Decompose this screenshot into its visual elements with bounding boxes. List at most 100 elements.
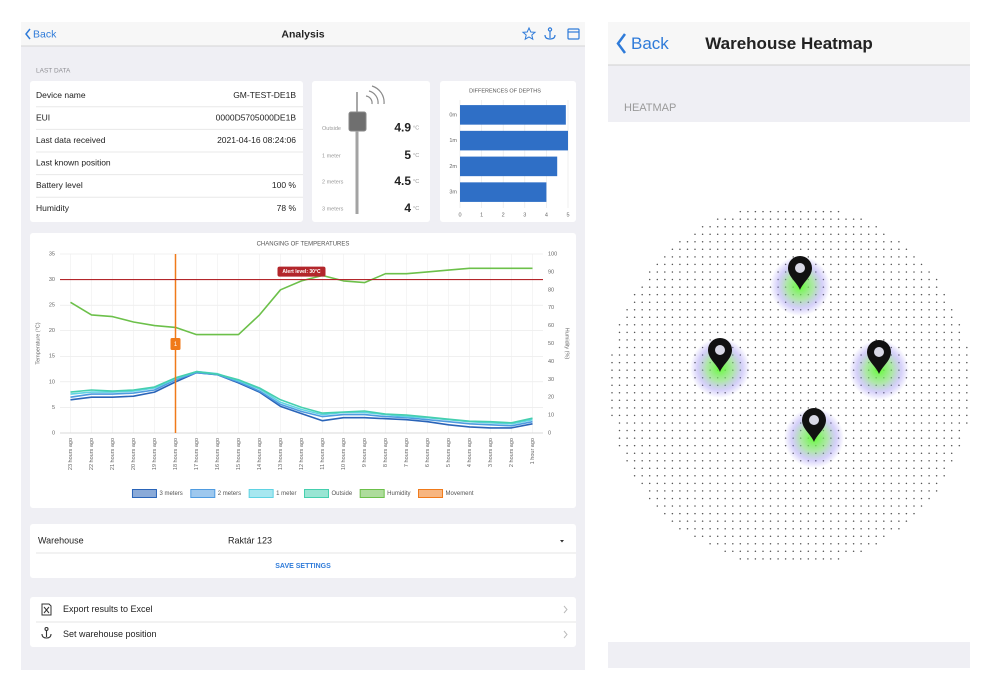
dot — [867, 324, 870, 326]
dot — [754, 558, 757, 560]
back-button[interactable]: Back — [631, 34, 669, 53]
dot — [671, 505, 674, 507]
dot — [648, 286, 651, 288]
dot — [679, 482, 681, 485]
info-value: 2021-04-16 08:24:06 — [217, 135, 296, 145]
dot — [671, 384, 674, 386]
dot — [875, 490, 877, 492]
dot — [664, 414, 666, 417]
dot — [830, 497, 832, 500]
save-button[interactable]: SAVE SETTINGS — [275, 563, 331, 570]
dot — [807, 558, 810, 560]
dot — [732, 241, 734, 243]
dot — [686, 241, 689, 243]
position-icon[interactable] — [544, 27, 556, 40]
dot — [754, 225, 757, 228]
dot — [626, 308, 628, 311]
dot — [928, 392, 930, 394]
dot — [656, 437, 659, 439]
dot — [860, 452, 862, 454]
dot — [739, 331, 742, 334]
dot — [732, 225, 734, 228]
dot — [739, 512, 742, 515]
favorite-icon[interactable] — [521, 26, 537, 41]
series-line — [70, 371, 533, 427]
menu-item[interactable]: Set warehouse position — [63, 629, 157, 639]
dot — [777, 475, 779, 477]
menu-item[interactable]: Export results to Excel — [63, 604, 153, 614]
dot — [860, 263, 862, 266]
dot — [784, 376, 787, 379]
dot — [686, 271, 689, 273]
dot — [860, 527, 862, 530]
chevron[interactable] — [563, 605, 568, 614]
dot — [648, 271, 651, 273]
dot — [875, 520, 877, 522]
chevron[interactable] — [563, 630, 568, 639]
dot — [830, 278, 832, 281]
dot — [724, 444, 726, 447]
dot — [830, 233, 832, 235]
dot — [860, 414, 862, 417]
dot — [671, 497, 674, 500]
dot — [935, 482, 938, 485]
dot — [792, 497, 794, 500]
dot — [686, 422, 689, 424]
dot — [732, 293, 734, 296]
dot — [784, 558, 787, 560]
calendar-icon[interactable] — [567, 28, 580, 40]
dot — [920, 429, 923, 432]
back-button[interactable]: Back — [33, 28, 57, 40]
dot — [792, 392, 794, 394]
dot — [754, 490, 757, 492]
dot — [890, 437, 893, 439]
back-chevron[interactable] — [616, 33, 627, 54]
dot — [641, 475, 643, 477]
dot — [739, 467, 742, 470]
dot — [664, 490, 666, 492]
dot — [799, 558, 802, 560]
legend-swatch — [303, 489, 329, 498]
dot — [626, 414, 628, 417]
dot — [709, 241, 711, 243]
dot — [618, 437, 621, 439]
select-caret[interactable] — [560, 540, 564, 543]
dot — [799, 346, 802, 349]
back-chevron[interactable] — [25, 28, 31, 40]
dot — [648, 369, 651, 371]
dot — [943, 384, 945, 386]
dot — [754, 437, 757, 439]
dot — [875, 437, 877, 439]
dot — [867, 233, 870, 235]
dot — [641, 407, 643, 409]
dot — [709, 316, 711, 319]
dot — [928, 459, 930, 462]
dot — [716, 422, 719, 424]
dot — [618, 407, 621, 409]
warehouse-select[interactable]: Raktár 123 — [228, 535, 272, 545]
dot — [852, 512, 855, 515]
dot — [671, 482, 674, 485]
dot — [633, 308, 636, 311]
dot — [845, 233, 847, 235]
dot — [905, 429, 908, 432]
dot — [716, 324, 719, 326]
dot — [769, 422, 772, 424]
dot — [913, 271, 915, 273]
dot — [679, 248, 681, 251]
dot — [913, 422, 915, 424]
dot — [701, 452, 704, 454]
dot — [769, 331, 772, 334]
dot — [739, 271, 742, 273]
dot — [664, 459, 666, 462]
dot — [732, 475, 734, 477]
bar — [460, 130, 568, 151]
dot — [815, 225, 817, 228]
dot — [875, 527, 877, 530]
legend-label: Humidity — [387, 491, 410, 497]
y-tick-label: 3m — [449, 190, 457, 196]
dot — [890, 520, 893, 522]
dot — [777, 241, 779, 243]
dot — [883, 482, 885, 485]
dot — [664, 278, 666, 281]
